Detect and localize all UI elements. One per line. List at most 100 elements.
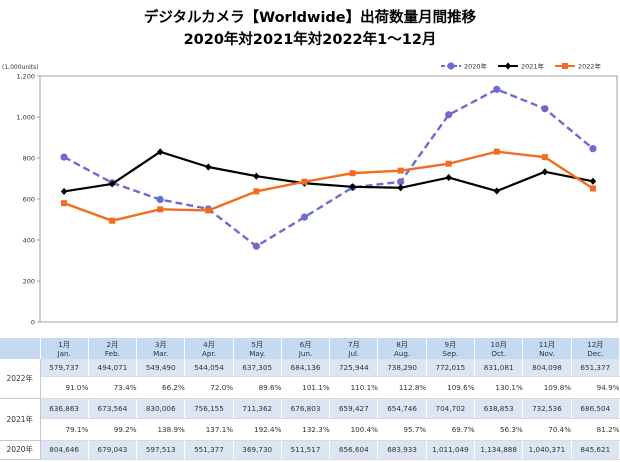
data-table: 1月 Jan. 2月 Feb. 3月 Mar. 4月 Apr. 5月 May. 6月 Jun. 7月 Ju… — [0, 338, 620, 460]
table-cell-2022-yoy: 72.0% — [184, 376, 234, 399]
series-2022-point — [589, 185, 596, 192]
legend-label: 2020年 — [464, 61, 488, 70]
table-cell-2021-value: 673,564 — [88, 398, 138, 419]
y-axis: 0 200 400 600 800 1,000 1,200 — [16, 72, 40, 326]
series-2022-point — [541, 154, 548, 161]
month-label-ja: 7月 — [347, 339, 360, 349]
series-2022-point — [397, 167, 404, 174]
table-month-header: 3月 Mar. — [136, 338, 186, 359]
table-row: 2022年 579,737 494,071 549,490 544,054 637,305… — [0, 359, 620, 399]
table-cell-2020-value: 511,517 — [281, 440, 331, 460]
table-cell-2021-yoy: 70.4% — [522, 418, 572, 441]
table-cell-2021-value: 654,746 — [377, 398, 427, 419]
table-month-header: 5月 May. — [233, 338, 282, 359]
table-cell-2022-yoy: 91.0% — [40, 376, 89, 399]
series-2022-point — [301, 178, 308, 185]
month-label-en: Dec. — [587, 348, 604, 358]
table-cell-2020-value: 804,646 — [40, 440, 89, 460]
y-tick-label: 1,200 — [16, 72, 35, 80]
month-label-ja: 4月 — [203, 339, 215, 349]
series-2020-point — [300, 213, 309, 221]
table-cell-2021-yoy: 56.3% — [474, 418, 523, 441]
table-cell-2021-value: 830,006 — [136, 398, 186, 419]
table-cell-2021-value: 659,427 — [329, 398, 379, 419]
month-label-en: Sep. — [442, 348, 459, 358]
table-cell-2021-yoy: 138.9% — [136, 418, 185, 441]
table-cell-2020-value: 679,043 — [88, 440, 138, 460]
table-cell-2020-value: 683,933 — [377, 440, 427, 460]
table-header-row: 1月 Jan. 2月 Feb. 3月 Mar. 4月 Apr. 5月 May. 6月 Jun. 7月 Ju… — [0, 338, 620, 359]
table-corner-cell — [0, 338, 41, 359]
y-tick-label: 400 — [23, 236, 35, 244]
y-tick-label: 1,000 — [16, 113, 35, 121]
table-row-label: 2022年 — [0, 359, 41, 399]
y-tick-label: 800 — [23, 154, 35, 162]
table-cell-2022-value: 684,136 — [281, 359, 331, 377]
series-2020-point — [589, 145, 597, 153]
table-cell-2022-value: 637,305 — [233, 359, 282, 377]
month-label-ja: 8月 — [396, 339, 408, 349]
table-cell-2020-value: 597,513 — [136, 440, 186, 460]
legend-item-2021: 2021年 — [498, 61, 545, 70]
table-row: 91.0% 73.4% 66.2% 72.0% 89.6% 101.1% 110.1% 112… — [0, 376, 620, 399]
y-tick-label: 0 — [31, 318, 35, 326]
series-2022-point — [205, 207, 212, 214]
table-cell-2020-value: 1,134,888 — [474, 440, 524, 460]
table-cell-2022-yoy: 109.8% — [522, 376, 572, 399]
table-cell-2021-yoy: 137.1% — [184, 418, 234, 441]
series-2020-point — [397, 178, 405, 186]
y-axis-unit-label: (1,000units) — [2, 64, 39, 71]
series-2021-point — [157, 148, 164, 156]
series-2020-point — [493, 85, 501, 93]
series-2022-point — [61, 200, 68, 207]
month-label-ja: 5月 — [251, 339, 264, 349]
table-cell-2022-value: 738,290 — [377, 359, 427, 377]
table-row: 2020年 804,646 679,043 597,513 551,377 369,730… — [0, 440, 620, 460]
table-row: 2021年 636,863 673,564 830,006 756,155 711,362… — [0, 398, 620, 441]
line-chart: (1,000units) 0 200 400 600 800 1,000 1,200 202… — [2, 61, 618, 326]
table-month-header: 12月 Dec. — [571, 338, 620, 359]
series-2022 — [61, 148, 596, 224]
month-label-ja: 9月 — [444, 339, 457, 349]
series-2020-line — [63, 88, 594, 248]
table-cell-2021-value: 732,536 — [522, 398, 572, 419]
month-label-en: Nov. — [539, 348, 555, 358]
table-cell-2022-value: 804,098 — [522, 359, 572, 377]
table-cell-2020-value: 1,011,049 — [426, 440, 476, 460]
table-cell-2020-value: 369,730 — [233, 440, 282, 460]
table-cell-2021-value: 756,155 — [184, 398, 234, 419]
month-label-en: Jun. — [298, 348, 313, 358]
table-cell-2020-value: 656,604 — [329, 440, 379, 460]
legend-label: 2022年 — [578, 61, 602, 70]
table-cell-2021-yoy: 132.3% — [281, 418, 330, 441]
table-cell-2021-yoy: 99.2% — [88, 418, 137, 441]
table-month-header: 4月 Apr. — [184, 338, 234, 359]
y-tick-label: 600 — [23, 195, 35, 203]
table-cell-2022-yoy: 66.2% — [136, 376, 185, 399]
series-2021-point — [108, 180, 116, 188]
table-row-label: 2021年 — [0, 398, 41, 441]
table-cell-2022-value: 544,054 — [184, 359, 234, 377]
month-label-ja: 11月 — [538, 339, 556, 349]
month-label-en: Jul. — [348, 348, 360, 358]
month-label-en: Feb. — [104, 348, 120, 358]
table-cell-2022-yoy: 94.9% — [571, 376, 620, 399]
table-cell-2021-yoy: 81.2% — [571, 418, 620, 441]
series-2021-point — [493, 187, 500, 195]
legend-swatch-marker — [447, 62, 455, 70]
legend-swatch-marker — [504, 62, 512, 70]
month-label-ja: 2月 — [106, 339, 119, 349]
series-2022-point — [253, 188, 260, 195]
month-label-en: Apr. — [201, 348, 217, 358]
series-2021-point — [205, 163, 212, 171]
table-month-header: 8月 Aug. — [377, 338, 427, 359]
month-label-ja: 12月 — [587, 339, 604, 349]
series-2022-line — [63, 150, 594, 222]
table-cell-2022-value: 772,015 — [426, 359, 476, 377]
table-row-label: 2020年 — [0, 440, 41, 460]
series-2020-point — [541, 105, 549, 113]
table-cell-2022-value: 494,071 — [88, 359, 138, 377]
table-cell-2021-yoy: 69.7% — [426, 418, 475, 441]
series-2021-point — [397, 184, 404, 192]
